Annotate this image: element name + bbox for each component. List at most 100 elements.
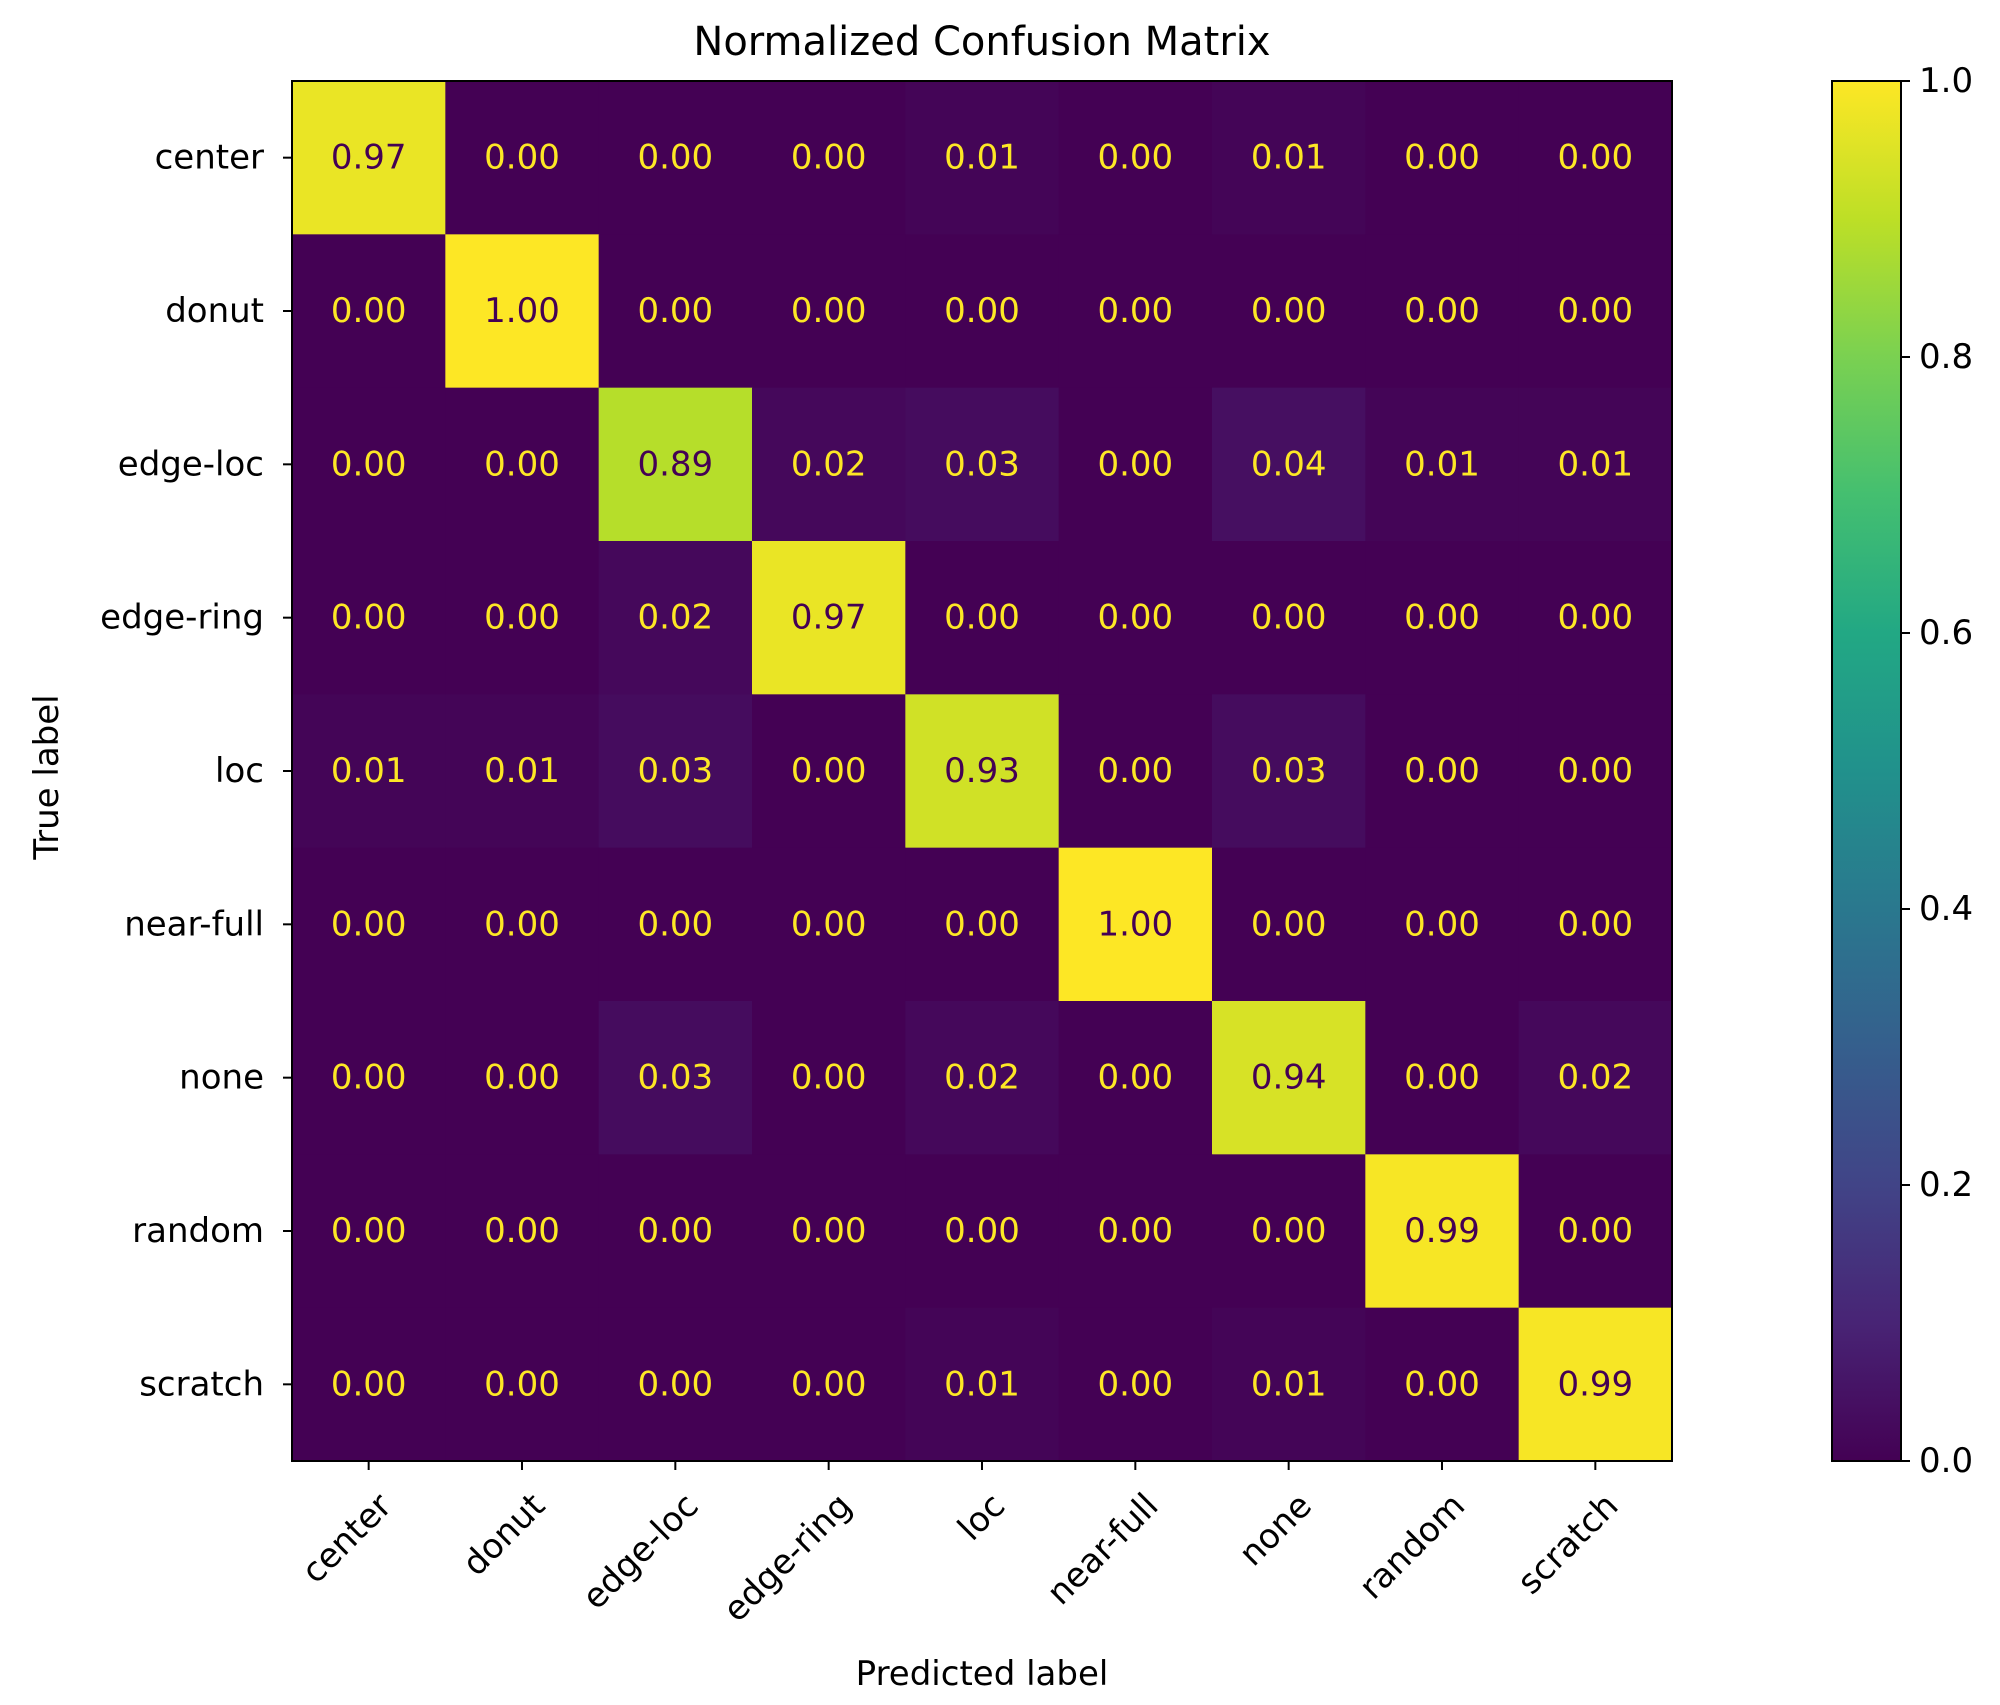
heatmap-cell <box>1058 1001 1213 1155</box>
colorbar-tick-label: 0.6 <box>1919 613 1973 653</box>
heatmap-cell <box>1365 387 1520 542</box>
heatmap-cell <box>598 1001 753 1155</box>
cell-value-label: 0.00 <box>944 291 1020 331</box>
heatmap-cell <box>1365 81 1520 235</box>
heatmap-cell <box>905 541 1060 695</box>
heatmap-cell <box>752 847 906 1002</box>
x-tick-label: scratch <box>1510 1486 1627 1603</box>
cell-value-label: 0.00 <box>1404 291 1480 331</box>
heatmap-cell <box>905 847 1060 1002</box>
heatmap-cell-labels: 0.97 0.00 0.00 0.00 0.01 0.00 0.01 0.00 0.00 0.00… <box>331 138 1633 1405</box>
cell-value-label: 0.00 <box>1097 1211 1173 1251</box>
heatmap-cell <box>598 847 753 1002</box>
heatmap-cell <box>1058 387 1213 542</box>
cell-value-label: 0.00 <box>791 291 867 331</box>
heatmap-cell <box>752 81 906 235</box>
heatmap-cell <box>445 1307 600 1462</box>
cell-value-label: 0.00 <box>1251 904 1327 944</box>
heatmap-cell <box>445 234 600 389</box>
heatmap-cell <box>1518 234 1673 389</box>
heatmap-cell <box>1365 1154 1520 1309</box>
heatmap-cell <box>598 694 753 849</box>
heatmap-cell <box>752 1001 906 1155</box>
heatmap-cell <box>1365 541 1520 695</box>
cell-value-label: 0.03 <box>1251 751 1327 791</box>
heatmap-cell <box>1212 1307 1366 1462</box>
cell-value-label: 0.01 <box>944 138 1020 178</box>
cell-value-label: 0.01 <box>1404 444 1480 484</box>
cell-value-label: 0.00 <box>484 904 560 944</box>
cell-value-label: 0.00 <box>1557 904 1633 944</box>
heatmap-cell <box>905 81 1060 235</box>
cell-value-label: 0.00 <box>1097 598 1173 638</box>
cell-value-label: 0.00 <box>1251 598 1327 638</box>
heatmap-cell <box>905 1307 1060 1462</box>
y-tick-label: edge-ring <box>100 598 264 638</box>
cell-value-label: 0.01 <box>1251 1364 1327 1404</box>
heatmap-cell <box>1058 847 1213 1002</box>
x-tick-label: loc <box>950 1486 1013 1549</box>
y-tick-label: none <box>179 1058 264 1098</box>
cell-value-label: 0.01 <box>944 1364 1020 1404</box>
heatmap-cell <box>598 541 753 695</box>
cell-value-label: 0.04 <box>1251 444 1327 484</box>
cell-value-label: 0.00 <box>1557 598 1633 638</box>
cell-value-label: 0.00 <box>791 751 867 791</box>
heatmap-cell <box>1212 847 1366 1002</box>
cell-value-label: 0.00 <box>1097 138 1173 178</box>
heatmap-cell <box>1365 694 1520 849</box>
heatmap-cell <box>1365 847 1520 1002</box>
cell-value-label: 0.89 <box>637 444 713 484</box>
cell-value-label: 0.00 <box>637 291 713 331</box>
y-tick-label: donut <box>165 291 264 331</box>
cell-value-label: 0.00 <box>637 1364 713 1404</box>
cell-value-label: 0.01 <box>484 751 560 791</box>
cell-value-label: 0.00 <box>1404 904 1480 944</box>
cell-value-label: 0.02 <box>944 1058 1020 1098</box>
cell-value-label: 1.00 <box>1097 904 1173 944</box>
heatmap-cell <box>445 847 600 1002</box>
x-tick-label: donut <box>455 1486 553 1584</box>
cell-value-label: 0.00 <box>637 138 713 178</box>
heatmap-cell <box>598 234 753 389</box>
y-axis-ticks: center donut edge-loc edge-ring loc near-full… <box>100 138 292 1404</box>
x-axis-ticks: center donut edge-loc edge-ring loc near-full… <box>294 1461 1626 1630</box>
heatmap-cell <box>1518 1001 1673 1155</box>
cell-value-label: 0.00 <box>1557 1211 1633 1251</box>
cell-value-label: 0.03 <box>637 751 713 791</box>
cell-value-label: 0.00 <box>791 1364 867 1404</box>
cell-value-label: 0.01 <box>1251 138 1327 178</box>
heatmap-cell <box>752 541 906 695</box>
heatmap-cell <box>752 1307 906 1462</box>
y-tick-label: scratch <box>139 1364 264 1404</box>
cell-value-label: 0.00 <box>1097 1058 1173 1098</box>
heatmap-cell <box>598 1307 753 1462</box>
cell-value-label: 0.00 <box>1557 138 1633 178</box>
heatmap-cell <box>1212 1001 1366 1155</box>
heatmap-cell <box>1365 1307 1520 1462</box>
cell-value-label: 0.00 <box>1097 291 1173 331</box>
cell-value-label: 0.97 <box>331 138 407 178</box>
cell-value-label: 0.03 <box>944 444 1020 484</box>
heatmap-cell <box>1212 81 1366 235</box>
heatmap-cell <box>445 1001 600 1155</box>
x-tick-label: none <box>1231 1486 1319 1574</box>
cell-value-label: 0.00 <box>1557 291 1633 331</box>
heatmap-cell <box>1518 1154 1673 1309</box>
cell-value-label: 0.00 <box>331 598 407 638</box>
heatmap-cell <box>1518 387 1673 542</box>
cell-value-label: 0.00 <box>791 138 867 178</box>
heatmap-cell <box>905 234 1060 389</box>
heatmap-cell <box>905 1001 1060 1155</box>
y-tick-label: random <box>132 1211 264 1251</box>
cell-value-label: 0.00 <box>791 1211 867 1251</box>
cell-value-label: 0.00 <box>484 1364 560 1404</box>
heatmap-cell <box>292 81 446 235</box>
cell-value-label: 0.00 <box>944 598 1020 638</box>
cell-value-label: 0.00 <box>1097 444 1173 484</box>
heatmap-cell <box>292 694 446 849</box>
colorbar-tick-label: 0.4 <box>1919 889 1973 929</box>
heatmap-cell <box>752 234 906 389</box>
heatmap-cell <box>292 1307 446 1462</box>
cell-value-label: 0.02 <box>637 598 713 638</box>
